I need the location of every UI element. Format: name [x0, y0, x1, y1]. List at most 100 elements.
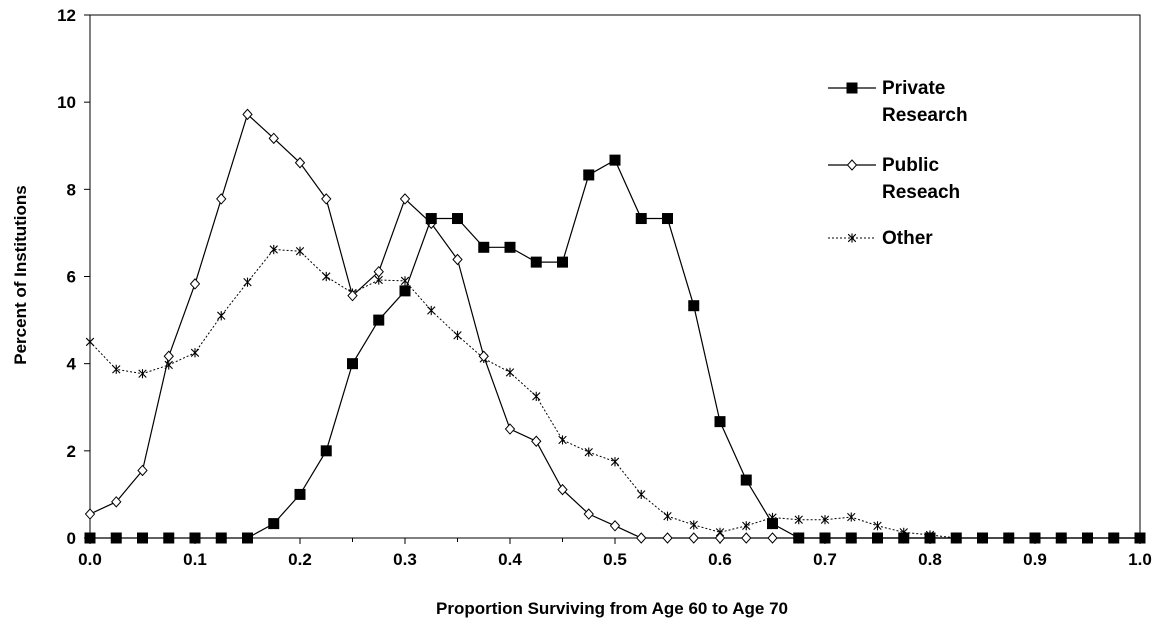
data-point	[215, 532, 227, 544]
data-point	[741, 532, 752, 544]
data-point	[138, 369, 147, 379]
data-point	[268, 518, 280, 530]
y-tick-label: 4	[67, 355, 77, 374]
legend-label: Reseach	[882, 182, 960, 203]
data-point	[742, 521, 751, 531]
data-point	[269, 244, 278, 255]
data-point	[505, 367, 515, 377]
data-point	[845, 532, 857, 544]
data-point	[662, 213, 673, 225]
data-point	[583, 508, 594, 520]
legend-label: Research	[882, 105, 968, 126]
data-point	[320, 445, 332, 457]
data-point	[85, 337, 95, 347]
data-point	[531, 435, 542, 447]
data-point	[1003, 532, 1015, 544]
data-point	[898, 532, 910, 544]
data-point	[110, 532, 122, 544]
data-point	[452, 213, 463, 225]
x-tick-label: 0.7	[813, 550, 837, 569]
data-point	[84, 532, 96, 544]
x-tick-label: 0.9	[1023, 550, 1047, 569]
data-point	[610, 457, 620, 467]
y-axis-label: Percent of Institutions	[11, 185, 30, 364]
data-point	[714, 416, 726, 428]
y-tick-label: 8	[67, 180, 76, 199]
data-point	[872, 532, 883, 544]
x-tick-label: 1.0	[1128, 550, 1152, 569]
data-point	[950, 532, 962, 544]
series-line	[89, 113, 1140, 539]
data-point	[453, 330, 462, 340]
data-point	[427, 305, 436, 316]
data-point	[347, 289, 358, 302]
data-point	[688, 300, 700, 312]
data-point	[137, 464, 148, 477]
data-point	[558, 435, 567, 445]
legend-entry-3: Other	[828, 228, 933, 249]
legend-marker	[846, 82, 858, 94]
data-point	[243, 277, 252, 287]
y-tick-label: 0	[67, 529, 76, 548]
data-point	[504, 423, 516, 435]
legend-marker	[846, 159, 858, 171]
legend-label: Private	[882, 78, 945, 99]
data-point	[373, 314, 385, 326]
data-point	[530, 256, 542, 268]
data-point	[163, 350, 174, 363]
data-point	[820, 515, 830, 525]
data-point	[84, 508, 96, 520]
x-axis-label: Proportion Surviving from Age 60 to Age …	[436, 599, 788, 618]
data-point	[636, 532, 647, 544]
data-point	[635, 213, 647, 225]
data-point	[532, 391, 541, 401]
series-2	[84, 108, 1146, 544]
legend-marker	[847, 233, 857, 243]
y-tick-label: 10	[57, 93, 76, 112]
data-point	[163, 532, 175, 544]
data-point	[557, 483, 568, 496]
x-tick-label: 0.1	[183, 550, 207, 569]
data-point	[689, 520, 698, 530]
legend-entry-2: Public Reseach	[828, 155, 960, 203]
data-point	[1108, 532, 1120, 544]
data-point	[478, 350, 489, 363]
data-point	[609, 520, 621, 532]
data-point	[399, 285, 411, 297]
legend-entry-1: Private Research	[828, 78, 968, 126]
data-point	[294, 488, 306, 500]
data-point	[1134, 532, 1146, 544]
data-point	[425, 213, 437, 225]
series-line	[89, 248, 1140, 539]
legend-label: Public	[882, 155, 939, 176]
data-point	[977, 532, 988, 544]
data-point	[190, 348, 200, 358]
data-point	[242, 108, 253, 121]
data-point	[793, 532, 805, 544]
data-point	[794, 515, 803, 525]
data-point	[268, 132, 279, 145]
data-point	[1029, 532, 1041, 544]
data-point	[189, 532, 201, 544]
data-point	[688, 532, 699, 544]
y-tick-label: 12	[57, 6, 76, 25]
x-tick-label: 0.5	[603, 550, 627, 569]
x-tick-label: 0.6	[708, 550, 732, 569]
data-point	[1055, 532, 1067, 544]
data-point	[924, 532, 936, 544]
x-tick-label: 0.0	[78, 550, 102, 569]
y-tick-label: 2	[67, 442, 76, 461]
x-tick-label: 0.8	[918, 550, 942, 569]
data-point	[294, 156, 306, 169]
data-point	[1082, 532, 1093, 544]
data-point	[111, 496, 122, 508]
series-line	[90, 159, 1140, 539]
data-point	[819, 532, 831, 544]
data-point	[295, 246, 305, 256]
x-tick-label: 0.3	[393, 550, 417, 569]
legend-label: Other	[882, 228, 933, 249]
data-point	[663, 511, 672, 521]
data-point	[189, 278, 201, 290]
data-point	[217, 311, 226, 321]
